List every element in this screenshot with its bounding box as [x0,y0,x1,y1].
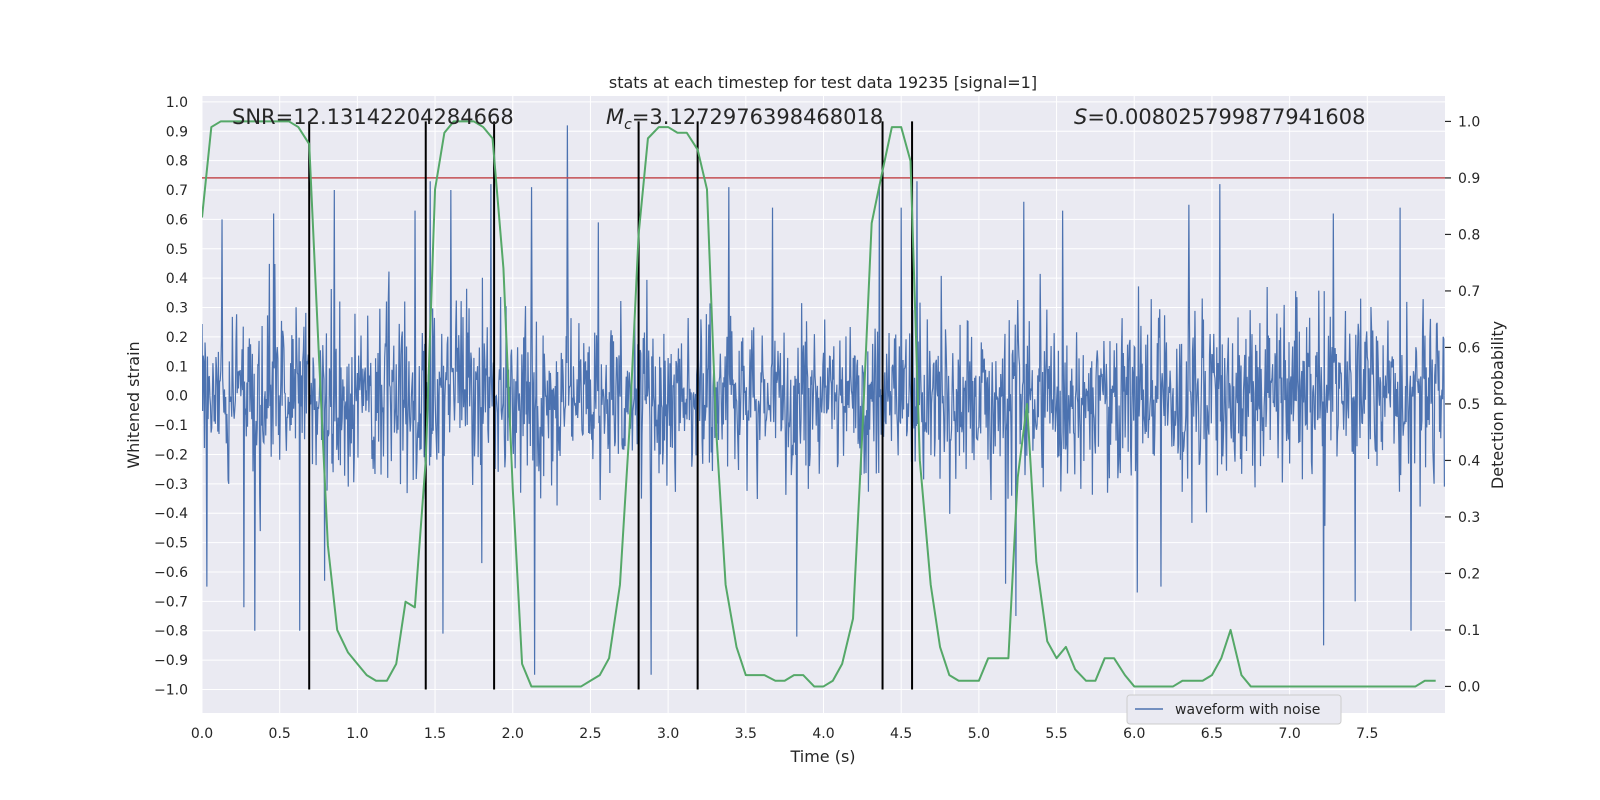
vertical-markers [308,121,914,690]
legend: waveform with noise [1126,694,1342,725]
x-tick-label: 2.5 [579,726,601,742]
x-tick-label: 6.5 [1201,726,1223,742]
snr-annotation: SNR=12.13142204284668 [232,105,514,129]
x-tick-label: 4.5 [890,726,912,742]
x-tick-label: 1.0 [346,726,368,742]
y2-tick-label: 0.1 [1458,623,1480,639]
y-tick-label: −0.4 [154,506,188,522]
y2-tick-label: 0.9 [1458,171,1480,187]
y2-tick-label: 0.0 [1458,679,1480,695]
y2-tick-label: 0.3 [1458,510,1480,526]
y-tick-label: −1.0 [154,682,188,698]
y2-tick-label: 0.2 [1458,566,1480,582]
y2-axis-ticks: 0.0 0.1 0.2 0.3 0.4 0.5 0.6 0.7 0.8 0.9 1.0 [1445,114,1480,695]
waveform-line [202,125,1445,675]
x-axis-label: Time (s) [789,747,855,766]
legend-box [1126,694,1342,725]
y-tick-label: −0.9 [154,653,188,669]
y-tick-label: −0.6 [154,565,188,581]
x-tick-label: 5.5 [1045,726,1067,742]
chirp-mass-annotation: Mc=3.1272976398468018 [606,105,883,133]
y2-axis-label: Detection probability [1488,321,1507,489]
y-tick-label: −0.2 [154,447,188,463]
y-tick-label: −0.3 [154,477,188,493]
y-tick-label: −0.1 [154,418,188,434]
x-tick-label: 3.5 [735,726,757,742]
x-tick-label: 4.0 [812,726,834,742]
y-tick-label: 0.8 [166,154,188,170]
s-annotation: S=0.008025799877941608 [1074,105,1365,129]
y-tick-label: 0.7 [166,183,188,199]
x-tick-label: 7.0 [1278,726,1300,742]
y2-tick-label: 0.8 [1458,227,1480,243]
y-tick-label: −0.7 [154,594,188,610]
y-tick-label: 1.0 [166,95,188,111]
x-axis-ticks: 0.0 0.5 1.0 1.5 2.0 2.5 3.0 3.5 4.0 4.5 5.0 5.5 6.0 6… [191,726,1379,742]
y-axis-label: Whitened strain [124,341,143,468]
y-tick-label: 0.4 [166,271,188,287]
y-tick-label: 0.6 [166,212,188,228]
y-tick-label: 0.3 [166,301,188,317]
y-tick-label: 0.1 [166,359,188,375]
y-tick-label: −0.8 [154,624,188,640]
y-axis-ticks: −1.0 −0.9 −0.8 −0.7 −0.6 −0.5 −0.4 −0.3 −0.2 −0.1… [154,95,188,699]
x-tick-label: 0.0 [191,726,213,742]
y2-tick-label: 0.6 [1458,340,1480,356]
y-tick-label: 0.0 [166,389,188,405]
x-tick-label: 6.0 [1123,726,1145,742]
x-tick-label: 3.0 [657,726,679,742]
detection-probability-line [202,120,1436,688]
chart-title: stats at each timestep for test data 192… [609,73,1037,92]
x-tick-label: 1.5 [424,726,446,742]
y-tick-label: −0.5 [154,536,188,552]
x-tick-label: 2.0 [502,726,524,742]
x-tick-label: 7.5 [1356,726,1378,742]
waveform-series [202,125,1445,675]
y-tick-label: 0.9 [166,124,188,140]
detection-probability-series [202,120,1436,688]
y2-tick-label: 0.5 [1458,397,1480,413]
y2-tick-label: 1.0 [1458,114,1480,130]
y2-tick-label: 0.4 [1458,453,1480,469]
x-tick-label: 5.0 [968,726,990,742]
y2-tick-label: 0.7 [1458,284,1480,300]
y-tick-label: 0.5 [166,242,188,258]
y-tick-label: 0.2 [166,330,188,346]
legend-label: waveform with noise [1175,702,1320,718]
x-tick-label: 0.5 [269,726,291,742]
